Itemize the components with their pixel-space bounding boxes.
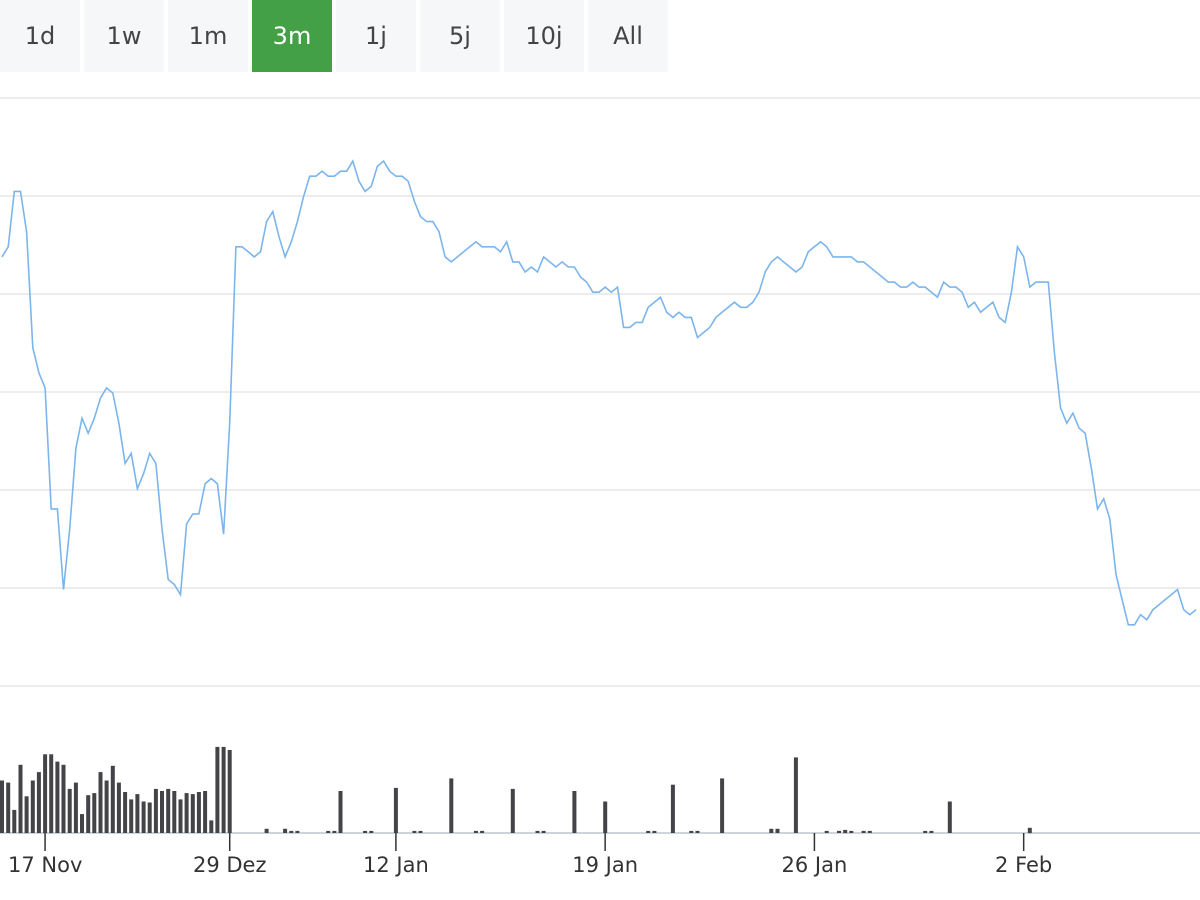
volume-bar xyxy=(449,778,454,833)
range-selector: 1d 1w 1m 3m 1j 5j 10j All xyxy=(0,0,668,72)
volume-bar xyxy=(824,830,829,833)
volume-bar xyxy=(24,796,29,834)
volume-bar xyxy=(695,830,700,833)
gridlines xyxy=(0,97,1200,834)
volume-bar xyxy=(98,772,103,833)
volume-bar xyxy=(73,782,78,833)
price-line xyxy=(1,159,1197,626)
volume-bar xyxy=(338,791,343,833)
volume-bar xyxy=(86,795,91,833)
volume-bar xyxy=(172,791,177,833)
range-tab-1j[interactable]: 1j xyxy=(336,0,416,72)
volume-bar xyxy=(510,788,515,833)
volume-bar xyxy=(572,791,577,833)
volume-bar xyxy=(6,782,11,833)
volume-bar xyxy=(947,801,952,833)
volume-bar xyxy=(0,780,4,833)
volume-bar xyxy=(369,830,374,833)
range-tab-1w[interactable]: 1w xyxy=(84,0,164,72)
volume-bar xyxy=(221,746,226,833)
x-tick-label: 12 Jan xyxy=(363,853,429,877)
range-tab-10j[interactable]: 10j xyxy=(504,0,584,72)
volume-bar xyxy=(141,801,146,833)
range-tab-3m[interactable]: 3m xyxy=(252,0,332,72)
volume-bar xyxy=(775,828,780,833)
volume-bars xyxy=(0,746,1032,834)
volume-bar xyxy=(929,830,934,833)
volume-bar xyxy=(720,778,725,833)
range-tab-1d[interactable]: 1d xyxy=(0,0,80,72)
volume-bar xyxy=(160,791,164,833)
x-tick-label: 19 Jan xyxy=(572,853,638,877)
volume-bar xyxy=(670,784,675,833)
volume-bar xyxy=(326,830,331,833)
volume-bar xyxy=(153,788,158,833)
x-axis: 17 Nov 29 Dez 12 Jan 19 Jan 26 Jan 2 Feb xyxy=(8,833,1052,877)
volume-bar xyxy=(43,754,48,834)
x-tick-label: 2 Feb xyxy=(995,853,1052,877)
x-tick-label: 29 Dez xyxy=(193,853,267,877)
volume-bar xyxy=(689,830,694,833)
volume-bar xyxy=(480,830,485,833)
volume-bar xyxy=(166,788,171,833)
volume-bar xyxy=(861,830,866,833)
range-tab-all[interactable]: All xyxy=(588,0,668,72)
x-tick-label: 26 Jan xyxy=(782,853,848,877)
volume-bar xyxy=(264,828,269,833)
volume-bar xyxy=(793,757,798,833)
volume-bar xyxy=(190,794,195,833)
volume-bar xyxy=(178,799,183,833)
volume-bar xyxy=(289,830,294,833)
volume-bar xyxy=(393,787,398,833)
volume-bar xyxy=(646,830,651,833)
volume-bar xyxy=(36,772,41,833)
volume-bar xyxy=(837,830,841,833)
volume-bar xyxy=(535,830,540,833)
volume-bar xyxy=(49,754,54,834)
volume-bar xyxy=(209,820,214,833)
volume-bar xyxy=(203,791,208,833)
volume-bar xyxy=(12,809,17,833)
volume-bar xyxy=(867,830,872,833)
range-tab-5j[interactable]: 5j xyxy=(420,0,500,72)
volume-bar xyxy=(843,829,848,834)
volume-bar xyxy=(61,764,66,834)
volume-bar xyxy=(104,780,109,833)
volume-bar xyxy=(30,780,35,833)
volume-bar xyxy=(196,792,201,833)
volume-bar xyxy=(18,764,23,834)
volume-bar xyxy=(412,830,417,833)
volume-bar xyxy=(363,830,368,833)
volume-bar xyxy=(541,830,546,833)
volume-bar xyxy=(55,761,60,833)
volume-bar xyxy=(652,830,657,833)
volume-bar xyxy=(603,801,608,833)
volume-bar xyxy=(849,830,854,833)
volume-bar xyxy=(769,828,774,833)
volume-bar xyxy=(116,782,121,833)
range-tab-1m[interactable]: 1m xyxy=(168,0,248,72)
volume-bar xyxy=(92,793,97,833)
volume-bar xyxy=(123,792,128,833)
volume-bar xyxy=(80,814,84,833)
volume-bar xyxy=(227,750,232,833)
volume-bar xyxy=(332,830,337,833)
volume-bar xyxy=(110,765,115,833)
volume-bar xyxy=(184,793,189,833)
volume-bar xyxy=(295,830,300,833)
volume-bar xyxy=(147,802,152,833)
volume-bar xyxy=(67,788,72,833)
volume-bar xyxy=(923,830,928,833)
volume-bar xyxy=(129,799,134,833)
volume-bar xyxy=(1027,827,1032,834)
volume-bar xyxy=(283,828,288,833)
x-tick-label: 17 Nov xyxy=(8,853,82,877)
volume-bar xyxy=(418,830,423,833)
volume-bar xyxy=(135,794,140,833)
volume-bar xyxy=(215,746,220,833)
volume-bar xyxy=(473,830,478,833)
